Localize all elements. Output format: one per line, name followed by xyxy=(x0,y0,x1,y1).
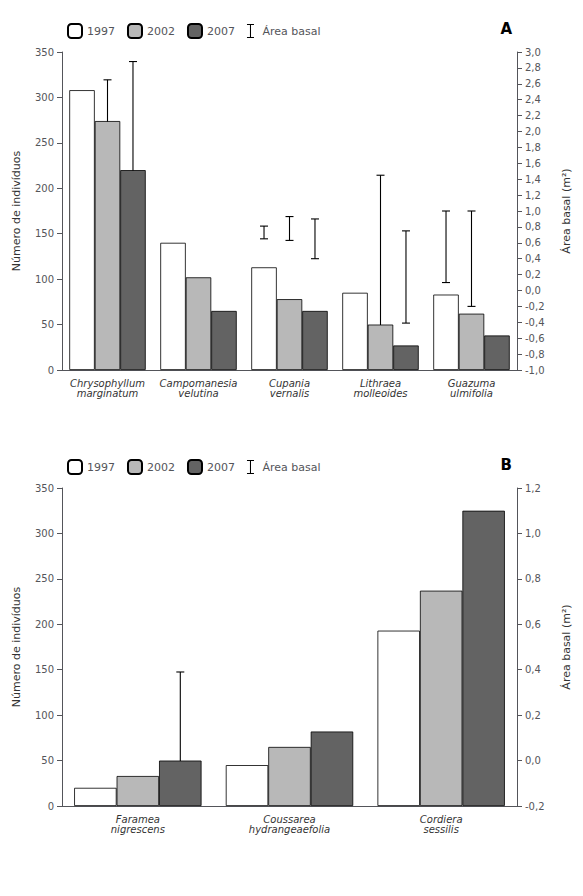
svg-text:Área basal: Área basal xyxy=(262,25,320,38)
svg-text:2,8: 2,8 xyxy=(525,62,541,73)
svg-text:100: 100 xyxy=(35,710,54,721)
svg-text:2,2: 2,2 xyxy=(525,110,541,121)
svg-text:Número de indivíduos: Número de indivíduos xyxy=(10,586,23,707)
svg-text:2,0: 2,0 xyxy=(525,126,541,137)
svg-text:1997: 1997 xyxy=(87,25,115,38)
svg-text:Cupania: Cupania xyxy=(269,377,310,389)
svg-text:-0,6: -0,6 xyxy=(525,333,545,344)
svg-text:50: 50 xyxy=(41,755,54,766)
svg-text:ulmifolia: ulmifolia xyxy=(450,388,493,399)
svg-text:vernalis: vernalis xyxy=(270,388,309,399)
svg-text:0,8: 0,8 xyxy=(525,573,541,584)
svg-text:-1,0: -1,0 xyxy=(525,365,545,376)
svg-text:300: 300 xyxy=(35,528,54,539)
svg-text:50: 50 xyxy=(41,319,54,330)
svg-text:Área basal: Área basal xyxy=(262,461,320,474)
svg-text:0,2: 0,2 xyxy=(525,269,541,280)
svg-text:-0,2: -0,2 xyxy=(525,801,545,812)
svg-text:nigrescens: nigrescens xyxy=(111,824,165,835)
svg-text:velutina: velutina xyxy=(178,388,218,399)
svg-text:1,4: 1,4 xyxy=(525,174,541,185)
svg-text:molleoides: molleoides xyxy=(353,388,407,399)
svg-text:0,2: 0,2 xyxy=(525,710,541,721)
svg-text:sessilis: sessilis xyxy=(424,824,459,835)
svg-text:1997: 1997 xyxy=(87,461,115,474)
svg-text:1,0: 1,0 xyxy=(525,206,541,217)
svg-text:250: 250 xyxy=(35,137,54,148)
svg-text:300: 300 xyxy=(35,92,54,103)
svg-text:350: 350 xyxy=(35,483,54,494)
svg-text:Cordiera: Cordiera xyxy=(419,813,463,825)
svg-text:Chrysophyllum: Chrysophyllum xyxy=(70,377,145,389)
svg-text:0,0: 0,0 xyxy=(525,755,541,766)
svg-text:2002: 2002 xyxy=(147,461,175,474)
svg-text:2007: 2007 xyxy=(207,25,235,38)
svg-text:Campomanesia: Campomanesia xyxy=(159,377,238,389)
svg-text:2002: 2002 xyxy=(147,25,175,38)
svg-text:3,0: 3,0 xyxy=(525,47,541,58)
svg-text:150: 150 xyxy=(35,664,54,675)
svg-text:250: 250 xyxy=(35,573,54,584)
svg-text:Guazuma: Guazuma xyxy=(447,377,496,389)
svg-text:marginatum: marginatum xyxy=(77,388,139,399)
svg-text:0,6: 0,6 xyxy=(525,237,541,248)
svg-text:2007: 2007 xyxy=(207,461,235,474)
svg-text:-0,4: -0,4 xyxy=(525,317,545,328)
svg-text:0: 0 xyxy=(48,801,54,812)
svg-text:Área basal (m²): Área basal (m²) xyxy=(560,604,573,689)
svg-text:350: 350 xyxy=(35,47,54,58)
svg-text:-0,2: -0,2 xyxy=(525,301,545,312)
svg-text:200: 200 xyxy=(35,183,54,194)
svg-text:150: 150 xyxy=(35,228,54,239)
svg-text:0,6: 0,6 xyxy=(525,619,541,630)
svg-text:1,2: 1,2 xyxy=(525,483,541,494)
svg-text:1,2: 1,2 xyxy=(525,190,541,201)
svg-text:1,8: 1,8 xyxy=(525,142,541,153)
svg-text:Faramea: Faramea xyxy=(115,813,160,825)
svg-text:0,4: 0,4 xyxy=(525,253,541,264)
svg-text:1,6: 1,6 xyxy=(525,158,541,169)
svg-text:Número de indivíduos: Número de indivíduos xyxy=(10,150,23,271)
svg-text:2,4: 2,4 xyxy=(525,94,541,105)
svg-text:0: 0 xyxy=(48,365,54,376)
svg-text:A: A xyxy=(500,20,512,38)
svg-text:0,4: 0,4 xyxy=(525,664,541,675)
svg-text:Área basal (m²): Área basal (m²) xyxy=(560,168,573,253)
svg-text:0,0: 0,0 xyxy=(525,285,541,296)
svg-text:0,8: 0,8 xyxy=(525,221,541,232)
svg-text:1,0: 1,0 xyxy=(525,528,541,539)
svg-text:200: 200 xyxy=(35,619,54,630)
svg-text:-0,8: -0,8 xyxy=(525,349,545,360)
svg-text:hydrangeaefolia: hydrangeaefolia xyxy=(249,824,330,835)
svg-text:Coussarea: Coussarea xyxy=(263,813,316,825)
svg-text:2,6: 2,6 xyxy=(525,78,541,89)
svg-text:B: B xyxy=(501,456,512,474)
svg-text:100: 100 xyxy=(35,274,54,285)
svg-text:Lithraea: Lithraea xyxy=(359,377,402,389)
